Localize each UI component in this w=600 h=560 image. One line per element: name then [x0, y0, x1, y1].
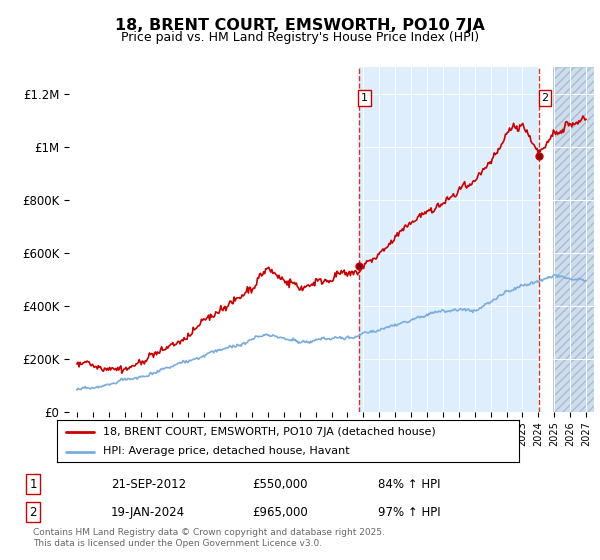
Text: 84% ↑ HPI: 84% ↑ HPI — [378, 478, 440, 491]
Text: 2: 2 — [542, 93, 548, 103]
Text: 18, BRENT COURT, EMSWORTH, PO10 7JA: 18, BRENT COURT, EMSWORTH, PO10 7JA — [115, 18, 485, 33]
Text: 1: 1 — [29, 478, 37, 491]
Text: £965,000: £965,000 — [252, 506, 308, 519]
Text: Price paid vs. HM Land Registry's House Price Index (HPI): Price paid vs. HM Land Registry's House … — [121, 31, 479, 44]
Bar — [553, 67, 594, 412]
Text: 19-JAN-2024: 19-JAN-2024 — [111, 506, 185, 519]
Text: 18, BRENT COURT, EMSWORTH, PO10 7JA (detached house): 18, BRENT COURT, EMSWORTH, PO10 7JA (det… — [103, 427, 436, 437]
Text: HPI: Average price, detached house, Havant: HPI: Average price, detached house, Hava… — [103, 446, 350, 456]
Text: 97% ↑ HPI: 97% ↑ HPI — [378, 506, 440, 519]
Text: £550,000: £550,000 — [252, 478, 308, 491]
Text: 21-SEP-2012: 21-SEP-2012 — [111, 478, 186, 491]
Text: Contains HM Land Registry data © Crown copyright and database right 2025.
This d: Contains HM Land Registry data © Crown c… — [33, 528, 385, 548]
Bar — [359, 67, 539, 412]
Text: 1: 1 — [361, 93, 368, 103]
Text: 2: 2 — [29, 506, 37, 519]
